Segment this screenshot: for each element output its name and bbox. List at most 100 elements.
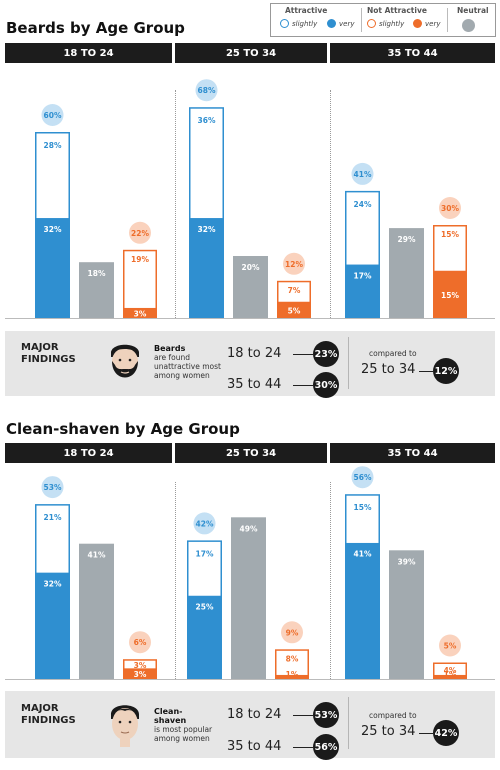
bar-attractive-very xyxy=(187,596,222,679)
bar-unattractive-slightly xyxy=(433,225,467,273)
bar-label: 19% xyxy=(131,255,149,264)
total-bubble xyxy=(283,252,305,275)
legend-attractive-heading: Attractive xyxy=(285,6,328,15)
legend-neutral-heading: Neutral xyxy=(457,6,489,15)
bar-label: 1% xyxy=(444,670,457,679)
beards-panel-header-18-24: 18 TO 24 xyxy=(5,43,172,63)
bar-label: 32% xyxy=(198,225,216,234)
clean-findings-panel: MAJOR FINDINGS Clean- shaven is most pop… xyxy=(5,691,495,760)
bar-label: 32% xyxy=(44,579,62,588)
clean-panel-header-18-24: 18 TO 24 xyxy=(5,443,172,463)
legend-not-attractive-slightly: slightly xyxy=(367,19,404,28)
bar-attractive-slightly xyxy=(187,540,222,598)
bar-unattractive-slightly xyxy=(123,659,157,670)
bar-label: 5% xyxy=(288,306,301,315)
bar-label: 28% xyxy=(44,141,62,150)
bar-attractive-very xyxy=(345,265,380,318)
total-bubble-label: 42% xyxy=(196,519,214,528)
bar-attractive-very xyxy=(35,573,70,679)
bar-unattractive-slightly xyxy=(275,649,309,677)
clean-chart-baseline xyxy=(5,679,495,680)
bar-unattractive-slightly xyxy=(433,662,467,677)
bar-unattractive-very xyxy=(123,669,157,679)
legend-label: very xyxy=(339,19,355,28)
legend-neutral xyxy=(462,19,475,32)
panel-separator xyxy=(175,90,176,318)
findings-heading: MAJOR FINDINGS xyxy=(21,703,76,727)
bar-label: 18% xyxy=(88,269,106,278)
bar-unattractive-very xyxy=(275,675,309,679)
bar-label: 49% xyxy=(240,524,258,533)
total-bubble xyxy=(439,197,461,219)
findings-age: 18 to 24 xyxy=(227,707,282,722)
total-bubble xyxy=(281,621,303,644)
findings-connector xyxy=(293,385,313,386)
findings-compared-label: compared to xyxy=(369,711,417,720)
legend-attractive-very: very xyxy=(327,19,354,28)
findings-description: Clean- shaven is most popular among wome… xyxy=(154,707,222,743)
legend-swatch-solid-orange-icon xyxy=(413,19,422,28)
bar-label: 17% xyxy=(196,549,214,558)
total-bubble xyxy=(129,221,151,244)
total-bubble-label: 30% xyxy=(441,204,459,213)
legend-divider xyxy=(447,8,448,32)
beards-chart-baseline xyxy=(5,318,495,319)
bar-neutral xyxy=(233,256,268,318)
findings-compared-age: 25 to 34 xyxy=(361,724,416,739)
clean-panel-header-35-44: 35 TO 44 xyxy=(330,443,495,463)
legend-label: slightly xyxy=(379,19,405,28)
findings-connector xyxy=(293,715,313,716)
total-bubble xyxy=(41,476,64,499)
bar-label: 24% xyxy=(354,200,372,209)
bar-attractive-very xyxy=(345,543,380,679)
bar-label: 32% xyxy=(44,225,62,234)
findings-heading-line: MAJOR xyxy=(21,703,59,714)
bar-neutral xyxy=(389,228,424,318)
findings-description-text: is most popular among women xyxy=(154,725,213,743)
findings-age: 35 to 44 xyxy=(227,739,282,754)
total-bubble-label: 53% xyxy=(44,483,62,492)
bar-label: 8% xyxy=(286,654,299,663)
legend-not-attractive-heading: Not Attractive xyxy=(367,6,427,15)
bar-unattractive-very xyxy=(433,271,467,318)
findings-description-bold: Beards xyxy=(154,344,186,353)
bearded-face-icon xyxy=(111,344,139,378)
panel-separator xyxy=(330,90,331,318)
total-bubble xyxy=(351,162,374,185)
total-bubble-label: 60% xyxy=(44,111,62,120)
findings-description: Beards are found unattractive most among… xyxy=(154,344,222,380)
bar-attractive-slightly xyxy=(189,107,224,220)
legend-attractive-slightly: slightly xyxy=(280,19,317,28)
bar-unattractive-very xyxy=(277,302,311,318)
legend-swatch-grey-icon xyxy=(462,19,475,32)
total-bubble-label: 6% xyxy=(134,638,147,647)
total-bubble xyxy=(439,634,461,657)
bar-label: 15% xyxy=(441,291,459,300)
findings-connector xyxy=(293,354,313,355)
clean-section-title: Clean-shaven by Age Group xyxy=(6,420,240,438)
findings-description-text: are found unattractive most among women xyxy=(154,353,221,380)
findings-value-badge: 53% xyxy=(313,702,339,728)
total-bubble-label: 56% xyxy=(354,473,372,482)
findings-age: 35 to 44 xyxy=(227,377,282,392)
total-bubble-label: 68% xyxy=(198,86,216,95)
bar-unattractive-very xyxy=(433,675,467,679)
bar-neutral xyxy=(79,262,114,318)
bar-label: 41% xyxy=(88,551,106,560)
findings-connector xyxy=(419,371,433,372)
bar-label: 7% xyxy=(288,286,301,295)
total-bubble xyxy=(351,466,374,489)
legend-divider xyxy=(361,8,362,32)
chart-legend: Attractive slightly very Not Attractive … xyxy=(270,3,496,37)
findings-description-bold: Clean- xyxy=(154,707,183,716)
beards-findings-panel: MAJOR FINDINGS Beards are found unattrac… xyxy=(5,331,495,398)
bar-neutral xyxy=(79,543,114,679)
bar-attractive-very xyxy=(35,218,70,318)
bar-neutral xyxy=(231,517,266,679)
findings-compared-label: compared to xyxy=(369,349,417,358)
beards-panel-header-25-34: 25 TO 34 xyxy=(175,43,327,63)
total-bubble xyxy=(193,512,216,535)
bar-attractive-slightly xyxy=(35,504,70,575)
clean-shaven-face-icon xyxy=(110,705,140,747)
bar-label: 29% xyxy=(398,235,416,244)
